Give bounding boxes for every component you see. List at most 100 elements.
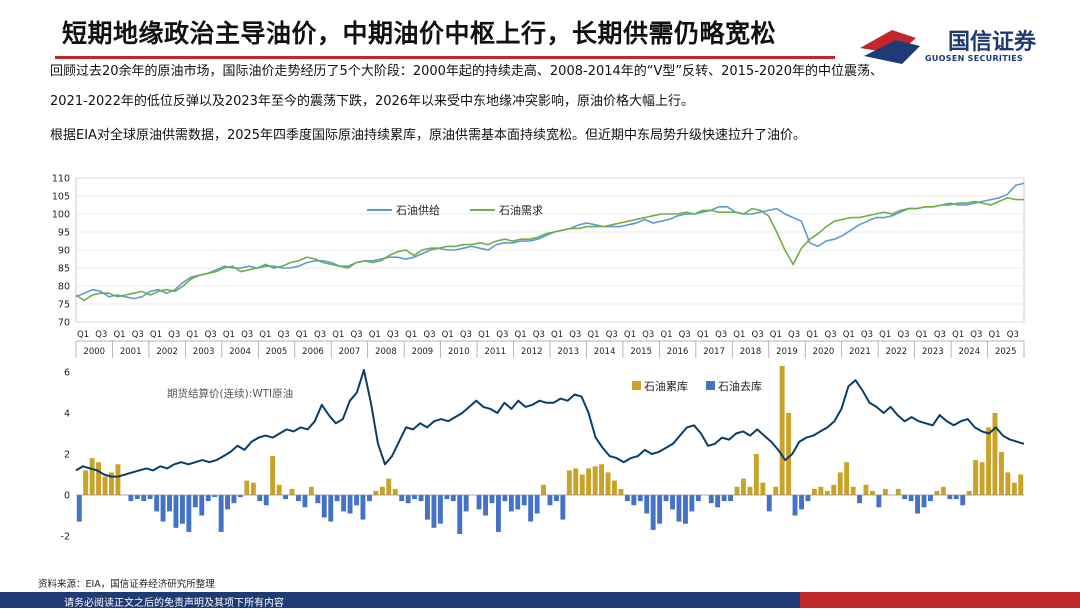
legend-build-label: 石油累库: [644, 379, 688, 393]
top-x-year-label: 2001: [120, 347, 142, 357]
top-x-quarter-label: Q3: [1007, 330, 1019, 340]
top-x-quarter-label: Q3: [496, 330, 508, 340]
top-x-year-label: 2013: [557, 347, 579, 357]
top-y-tick-label: 80: [58, 282, 70, 293]
build-bar: [102, 476, 108, 495]
top-x-year-label: 2000: [83, 347, 105, 357]
draw-bar: [631, 495, 637, 506]
build-bar: [392, 488, 398, 495]
top-x-year-label: 2004: [229, 347, 251, 357]
draw-bar: [225, 495, 230, 510]
top-x-quarter-label: Q3: [861, 330, 873, 340]
build-bar: [986, 427, 991, 495]
top-x-quarter-label: Q1: [733, 330, 745, 340]
legend-supply-label: 石油供给: [396, 203, 440, 217]
draw-bar: [689, 495, 695, 512]
disclaimer: 请务必阅读正文之后的免责声明及其项下所有内容: [64, 598, 284, 609]
build-bar: [741, 478, 746, 495]
wti-series-label: 期货结算价(连续):WTI原油: [167, 387, 293, 400]
intro-line-2: 2021-2022年的低位反弹以及2023年至今的震荡下跌，2026年以来受中东…: [50, 94, 695, 109]
top-y-tick-label: 75: [58, 300, 70, 311]
top-x-quarter-label: Q1: [150, 330, 162, 340]
top-x-quarter-label: Q3: [423, 330, 435, 340]
top-x-quarter-label: Q1: [806, 330, 818, 340]
draw-bar: [483, 495, 488, 516]
draw-bar: [476, 495, 482, 510]
top-x-quarter-label: Q1: [259, 330, 271, 340]
top-x-year-label: 2011: [484, 347, 506, 357]
build-bar: [966, 490, 972, 495]
draw-bar: [354, 495, 359, 506]
build-bar: [818, 486, 824, 495]
draw-bar: [334, 495, 340, 502]
draw-bar: [180, 495, 185, 524]
draw-bar: [489, 495, 495, 504]
top-y-tick-label: 70: [58, 318, 70, 329]
draw-bar: [199, 495, 205, 516]
legend-demand-label: 石油需求: [499, 203, 543, 217]
top-x-year-label: 2015: [630, 347, 652, 357]
draw-bar: [205, 495, 211, 502]
intro-line-3: 根据EIA对全球原油供需数据，2025年四季度国际原油持续累库，原油供需基本面持…: [50, 128, 807, 143]
top-x-quarter-label: Q1: [369, 330, 381, 340]
draw-bar: [431, 495, 437, 528]
draw-bar: [947, 495, 953, 500]
build-bar: [541, 484, 546, 496]
top-x-quarter-label: Q1: [113, 330, 125, 340]
draw-bar: [683, 495, 688, 524]
footer-accent: [800, 592, 1080, 608]
top-x-quarter-label: Q1: [77, 330, 89, 340]
top-x-year-label: 2016: [667, 347, 689, 357]
top-x-quarter-label: Q3: [533, 330, 545, 340]
bottom-y-tick-label: 4: [64, 409, 70, 420]
draw-bar: [915, 495, 920, 514]
top-x-year-label: 2002: [156, 347, 178, 357]
draw-bar: [624, 495, 630, 502]
draw-bar: [347, 495, 353, 514]
top-x-year-label: 2025: [995, 347, 1017, 357]
draw-bar: [921, 495, 927, 508]
top-x-quarter-label: Q1: [697, 330, 709, 340]
draw-bar: [167, 495, 172, 512]
draw-bar: [715, 495, 721, 508]
draw-bar: [238, 495, 243, 498]
top-y-tick-label: 85: [58, 264, 70, 275]
draw-bar: [218, 495, 224, 532]
top-x-quarter-label: Q3: [970, 330, 982, 340]
top-x-year-label: 2007: [339, 347, 361, 357]
build-bar: [973, 460, 979, 495]
draw-bar: [76, 495, 82, 522]
demand-line: [75, 196, 1024, 302]
top-x-quarter-label: Q3: [679, 330, 691, 340]
build-bar: [573, 468, 579, 495]
legend-build-swatch: [632, 381, 641, 390]
build-bar: [934, 490, 940, 495]
top-x-quarter-label: Q1: [405, 330, 417, 340]
build-bar: [250, 482, 256, 495]
bottom-y-tick-label: 0: [64, 491, 70, 502]
build-bar: [1005, 472, 1011, 495]
top-x-quarter-label: Q1: [587, 330, 599, 340]
top-y-tick-label: 110: [52, 174, 70, 185]
draw-bar: [960, 495, 966, 506]
draw-bar: [457, 495, 463, 534]
draw-bar: [663, 495, 669, 502]
top-x-quarter-label: Q1: [660, 330, 672, 340]
build-bar: [379, 486, 385, 495]
build-bar: [386, 478, 392, 495]
top-x-year-label: 2021: [849, 347, 871, 357]
build-bar: [599, 464, 604, 496]
top-x-year-label: 2006: [302, 347, 324, 357]
bottom-y-tick-label: -2: [61, 532, 70, 543]
build-bar: [373, 490, 379, 495]
intro-line-1: 回顾过去20余年的原油市场，国际油价走势经历了5个大阶段：2000年起的持续走高…: [50, 64, 883, 79]
draw-bar: [437, 495, 443, 524]
top-x-year-label: 2005: [266, 347, 288, 357]
draw-bar: [296, 495, 301, 502]
top-x-year-label: 2019: [776, 347, 798, 357]
build-bar: [999, 451, 1004, 495]
draw-bar: [721, 495, 727, 502]
build-bar: [83, 470, 89, 495]
top-x-quarter-label: Q1: [989, 330, 1001, 340]
top-x-year-label: 2012: [521, 347, 543, 357]
